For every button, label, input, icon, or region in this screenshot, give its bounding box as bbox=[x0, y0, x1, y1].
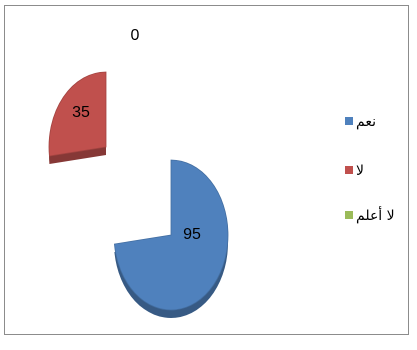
data-label-0: 95 bbox=[183, 226, 201, 243]
legend-label-0: نعم bbox=[356, 114, 376, 130]
pie-slice-0 bbox=[113, 159, 229, 311]
pie-slice-1 bbox=[48, 71, 107, 157]
legend-label-2: لا أعلم bbox=[356, 206, 395, 224]
data-labels: 95 35 0 bbox=[72, 27, 201, 243]
legend: نعم لا لا أعلم bbox=[345, 114, 395, 224]
legend-swatch-2 bbox=[345, 211, 353, 219]
legend-swatch-0 bbox=[345, 117, 353, 125]
legend-swatch-1 bbox=[345, 166, 353, 174]
legend-label-1: لا bbox=[356, 163, 364, 179]
data-label-2: 0 bbox=[131, 27, 140, 44]
data-label-1: 35 bbox=[72, 104, 90, 121]
pie-slices bbox=[48, 71, 229, 318]
